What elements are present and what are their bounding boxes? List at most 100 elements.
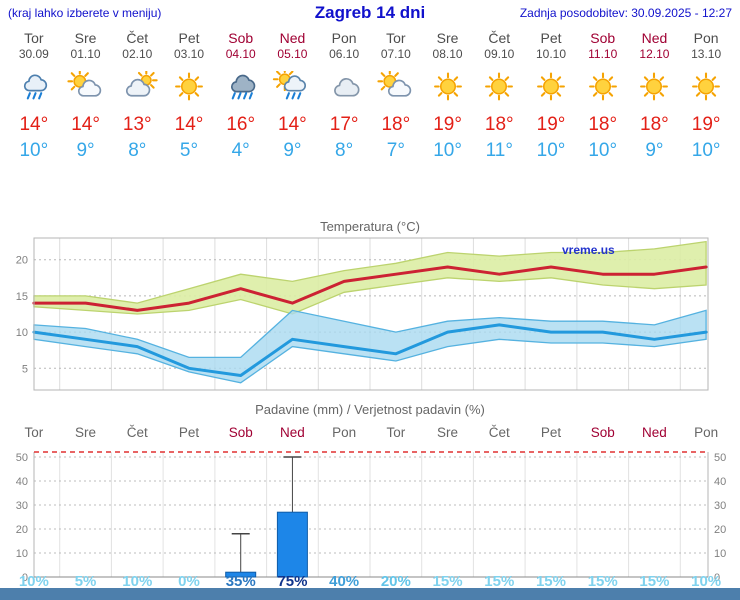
forecast-day-6: Ned 05.10 14° 9° — [267, 30, 319, 166]
precip-day-label: Pet — [540, 425, 562, 440]
forecast-day-8: Tor 07.10 18° 7° — [370, 30, 422, 166]
temp-min: 10° — [691, 140, 721, 161]
precip-probability: 15% — [432, 573, 463, 590]
bottom-nav-bar — [0, 588, 740, 600]
temp-max: 18° — [381, 114, 411, 135]
precip-probability: 40% — [329, 573, 360, 590]
precip-day-label: Sob — [228, 425, 253, 440]
forecast-day-4: Pet 03.10 14° 5° — [163, 30, 215, 166]
precip-probability: 15% — [484, 573, 515, 590]
precip-day-label: Sre — [437, 425, 459, 440]
precip-probability: 15% — [587, 573, 618, 590]
day-name: Sre — [74, 30, 97, 46]
day-date: 03.10 — [173, 47, 204, 61]
day-name: Pet — [540, 30, 562, 46]
day-name: Ned — [641, 30, 668, 46]
temp-min: 5° — [179, 140, 199, 161]
temp-min: 9° — [76, 140, 95, 161]
temp-max: 13° — [122, 114, 152, 135]
precip-day-label: Sob — [590, 425, 615, 440]
day-date: 11.10 — [588, 47, 618, 61]
temp-min: 8° — [335, 140, 354, 161]
forecast-day-9: Sre 08.10 19° 10° — [422, 30, 474, 166]
temp-min: 10° — [536, 140, 566, 161]
forecast-day-11: Pet 10.10 19° 10° — [525, 30, 577, 166]
precip-day-label: Ned — [642, 425, 667, 440]
svg-text:10: 10 — [16, 548, 28, 560]
sunny-icon — [422, 62, 474, 110]
forecast-day-2: Sre 01.10 14° 9° — [60, 30, 112, 166]
day-name: Sre — [436, 30, 459, 46]
svg-text:40: 40 — [714, 476, 726, 488]
rain-icon — [8, 62, 60, 110]
sunny-icon — [525, 62, 577, 110]
temp-min: 10° — [19, 140, 49, 161]
temp-min: 9° — [645, 140, 664, 161]
day-date: 30.09 — [18, 47, 49, 61]
precip-chart-title: Padavine (mm) / Verjetnost padavin (%) — [255, 402, 485, 417]
day-date: 06.10 — [329, 47, 360, 61]
forecast-day-7: Pon 06.10 17° 8° — [318, 30, 370, 166]
svg-text:20: 20 — [16, 524, 28, 536]
precip-probability: 5% — [74, 573, 97, 590]
precipitation-chart: 0 0 10 10 20 20 30 30 40 40 50 50 — [16, 451, 726, 584]
svg-text:0: 0 — [22, 572, 28, 584]
day-date: 13.10 — [691, 47, 722, 61]
precip-day-label: Čet — [488, 425, 510, 440]
temp-min: 8° — [128, 140, 147, 161]
svg-text:40: 40 — [16, 476, 28, 488]
temp-min: 4° — [231, 140, 250, 161]
day-name: Pon — [331, 30, 357, 46]
day-name: Čet — [488, 30, 511, 46]
svg-text:30: 30 — [714, 500, 726, 512]
page-title: Zagreb 14 dni — [314, 3, 426, 22]
temp-max: 16° — [226, 114, 256, 135]
svg-text:10: 10 — [714, 548, 726, 560]
precip-day-label: Pon — [694, 425, 719, 440]
forecast-day-12: Sob 11.10 18° 10° — [577, 30, 629, 166]
temp-max: 19° — [433, 114, 462, 135]
day-name: Ned — [279, 30, 306, 46]
day-date: 12.10 — [639, 47, 670, 61]
precip-probability: 20% — [380, 573, 411, 590]
partly-cloudy-icon — [370, 62, 422, 110]
menu-hint: (kraj lahko izberete v meniju) — [8, 6, 162, 20]
forecast-day-13: Ned 12.10 18° 9° — [629, 30, 681, 166]
temp-min: 9° — [283, 140, 302, 161]
sunny-icon — [473, 62, 525, 110]
svg-text:5: 5 — [22, 363, 28, 375]
precip-probability: 75% — [277, 573, 308, 590]
precip-probability: 0% — [178, 573, 200, 590]
temp-min: 10° — [588, 140, 618, 161]
precip-day-label: Tor — [386, 425, 406, 440]
cloudy-icon — [318, 62, 370, 110]
vreme-watermark: vreme.us — [562, 243, 615, 257]
sunny-icon — [577, 62, 629, 110]
sunny-icon — [163, 62, 215, 110]
forecast-day-10: Čet 09.10 18° 11° — [473, 30, 525, 166]
day-date: 04.10 — [225, 47, 256, 61]
sun-rain-icon — [267, 62, 319, 110]
precip-probability: 35% — [225, 573, 256, 590]
day-date: 07.10 — [380, 47, 411, 61]
precip-day-label: Ned — [280, 425, 305, 440]
forecast-day-3: Čet 02.10 13° 8° — [111, 30, 163, 166]
mostly-cloudy-icon — [111, 62, 163, 110]
temp-min: 10° — [433, 140, 462, 161]
svg-text:50: 50 — [714, 452, 726, 464]
precip-probability: 15% — [535, 573, 566, 590]
svg-text:20: 20 — [16, 255, 28, 267]
precip-day-labels: Tor Sre Čet Pet Sob Ned Pon Tor Sre Čet Pet Sob Ned P… — [8, 425, 732, 440]
day-name: Čet — [126, 30, 149, 46]
temp-min: 11° — [485, 140, 513, 161]
day-name: Tor — [386, 30, 406, 46]
day-date: 08.10 — [432, 47, 463, 61]
temp-max: 14° — [174, 114, 204, 135]
day-name: Pet — [178, 30, 200, 46]
day-name: Sob — [228, 30, 254, 46]
day-date: 05.10 — [277, 47, 308, 61]
precip-day-label: Sre — [75, 425, 97, 440]
precip-day-label: Tor — [24, 425, 44, 440]
temp-min: 7° — [386, 140, 405, 161]
temperature-chart: 5 10 15 20 vreme.us — [16, 237, 709, 391]
